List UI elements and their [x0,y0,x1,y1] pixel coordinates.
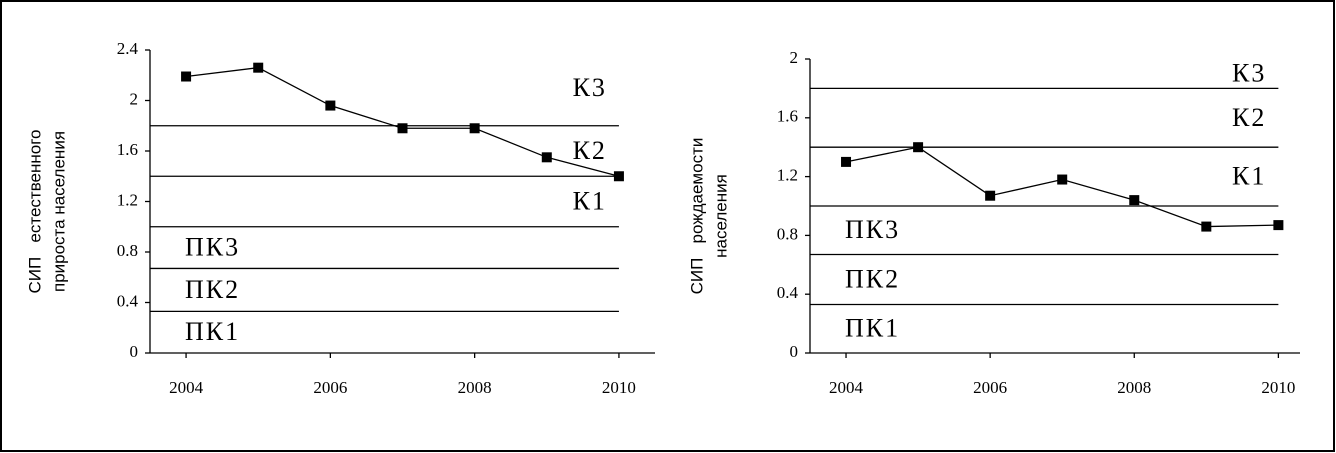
x-tick-label: 2004 [169,378,204,397]
y-tick-label: 1.2 [777,166,798,185]
marker [985,190,996,201]
zone-label: ПК3 [185,233,240,262]
marker [913,142,924,153]
marker [613,171,624,182]
x-tick-label: 2006 [313,378,347,397]
x-tick-label: 2006 [973,378,1007,397]
y-tick-label: 0 [130,342,139,361]
marker [469,123,480,134]
y-axis-label: СИП рождаемости [687,138,706,295]
x-tick-label: 2004 [829,378,864,397]
marker [1129,195,1140,206]
zone-label: К2 [1232,103,1266,132]
y-tick-label: 0.4 [777,283,799,302]
marker [541,152,552,163]
marker [253,62,264,73]
marker [181,71,192,82]
y-tick-label: 2 [790,48,799,67]
y-tick-label: 0 [790,342,799,361]
y-tick-label: 0.4 [117,291,139,310]
y-tick-label: 2.4 [117,39,139,58]
zone-label: ПК1 [185,317,240,346]
y-axis-label: СИП естественного [25,130,44,294]
y-tick-label: 0.8 [777,224,798,243]
marker [841,156,852,167]
zone-label: К3 [573,73,607,102]
x-tick-label: 2010 [1261,378,1295,397]
zone-label: К3 [1232,59,1266,88]
marker [1057,174,1068,185]
y-tick-label: 1.6 [777,107,798,126]
marker [1273,220,1284,231]
y-axis-label: прироста населения [49,131,68,292]
x-tick-label: 2010 [602,378,636,397]
marker [397,123,408,134]
zone-label: ПК1 [845,314,900,343]
zone-label: К1 [1232,162,1266,191]
y-tick-label: 0.8 [117,241,138,260]
zone-label: К2 [573,136,607,165]
marker [1201,221,1212,232]
zone-label: ПК3 [845,215,900,244]
x-tick-label: 2008 [458,378,492,397]
zone-label: ПК2 [185,275,240,304]
y-tick-label: 2 [130,89,139,108]
zone-label: ПК2 [845,264,900,293]
marker [325,100,336,111]
y-tick-label: 1.2 [117,190,138,209]
zone-label: К1 [573,186,607,215]
x-tick-label: 2008 [1117,378,1151,397]
y-tick-label: 1.6 [117,140,138,159]
y-axis-label: населения [711,174,730,258]
